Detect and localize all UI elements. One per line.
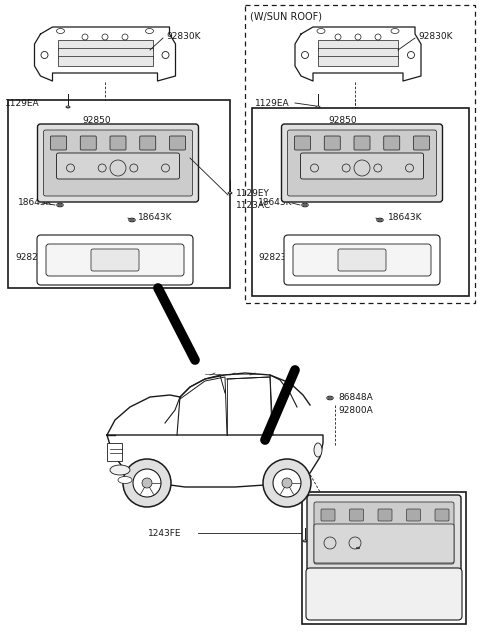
FancyBboxPatch shape: [321, 509, 335, 521]
Text: 92836: 92836: [362, 591, 391, 600]
FancyBboxPatch shape: [384, 136, 400, 150]
Circle shape: [263, 459, 311, 507]
Text: 1129EA: 1129EA: [5, 99, 40, 108]
Ellipse shape: [110, 465, 130, 475]
FancyBboxPatch shape: [91, 249, 139, 271]
Text: 92822E: 92822E: [398, 263, 432, 272]
FancyBboxPatch shape: [46, 244, 184, 276]
Ellipse shape: [59, 204, 61, 206]
FancyBboxPatch shape: [435, 509, 449, 521]
Ellipse shape: [66, 106, 70, 108]
Text: 1243FE: 1243FE: [148, 529, 181, 538]
Circle shape: [123, 459, 171, 507]
FancyBboxPatch shape: [378, 509, 392, 521]
Text: 92830K: 92830K: [166, 32, 201, 41]
FancyBboxPatch shape: [314, 524, 454, 563]
Circle shape: [282, 478, 292, 488]
FancyBboxPatch shape: [407, 509, 420, 521]
Text: 18643K: 18643K: [18, 198, 52, 207]
FancyBboxPatch shape: [314, 502, 454, 564]
FancyBboxPatch shape: [57, 153, 180, 179]
Text: 92800A: 92800A: [338, 406, 373, 415]
Text: 1129EA: 1129EA: [255, 99, 289, 108]
Text: (W/SUN ROOF): (W/SUN ROOF): [250, 11, 322, 21]
FancyBboxPatch shape: [338, 249, 386, 271]
Ellipse shape: [327, 396, 333, 400]
Text: 86848A: 86848A: [338, 392, 373, 401]
Ellipse shape: [303, 540, 307, 542]
Text: 18645E: 18645E: [366, 542, 400, 551]
Circle shape: [273, 469, 301, 497]
Ellipse shape: [131, 219, 133, 221]
Ellipse shape: [328, 397, 332, 399]
Bar: [252, 108, 469, 296]
FancyBboxPatch shape: [349, 509, 363, 521]
Ellipse shape: [316, 106, 320, 108]
Text: 18643K: 18643K: [138, 213, 172, 222]
Ellipse shape: [129, 218, 135, 222]
FancyBboxPatch shape: [300, 153, 423, 179]
FancyBboxPatch shape: [293, 244, 431, 276]
Text: 92823D: 92823D: [15, 252, 50, 261]
Bar: [8, 100, 230, 288]
Bar: [318, 48, 398, 58]
Ellipse shape: [303, 204, 307, 206]
FancyBboxPatch shape: [284, 235, 440, 285]
Bar: [58, 56, 153, 66]
Ellipse shape: [228, 192, 232, 194]
Bar: [58, 40, 153, 50]
Ellipse shape: [302, 204, 308, 207]
Text: 1129EY: 1129EY: [236, 189, 270, 198]
FancyBboxPatch shape: [307, 495, 461, 571]
FancyBboxPatch shape: [37, 124, 199, 202]
Circle shape: [133, 469, 161, 497]
Text: 92823D: 92823D: [258, 252, 293, 261]
Text: 92822E: 92822E: [150, 263, 184, 272]
Bar: [318, 56, 398, 66]
FancyBboxPatch shape: [169, 136, 185, 150]
Circle shape: [142, 478, 152, 488]
FancyBboxPatch shape: [80, 136, 96, 150]
Polygon shape: [35, 27, 176, 81]
FancyBboxPatch shape: [50, 136, 67, 150]
Ellipse shape: [377, 218, 383, 222]
Polygon shape: [180, 373, 310, 435]
Ellipse shape: [378, 219, 382, 221]
Bar: [302, 492, 466, 624]
Text: 18643K: 18643K: [258, 198, 292, 207]
Text: 1123AC: 1123AC: [236, 200, 271, 209]
FancyBboxPatch shape: [288, 130, 436, 196]
Bar: [245, 5, 475, 303]
Ellipse shape: [355, 546, 361, 550]
FancyBboxPatch shape: [37, 235, 193, 285]
FancyBboxPatch shape: [44, 130, 192, 196]
Text: 92850: 92850: [328, 115, 357, 124]
Polygon shape: [295, 27, 421, 81]
Bar: [107, 443, 122, 461]
Polygon shape: [107, 435, 323, 487]
FancyBboxPatch shape: [354, 136, 370, 150]
Ellipse shape: [314, 443, 322, 457]
Ellipse shape: [356, 547, 360, 549]
FancyBboxPatch shape: [281, 124, 443, 202]
Bar: [318, 40, 398, 50]
FancyBboxPatch shape: [295, 136, 311, 150]
FancyBboxPatch shape: [324, 136, 340, 150]
FancyBboxPatch shape: [413, 136, 430, 150]
Ellipse shape: [57, 204, 63, 207]
Ellipse shape: [118, 477, 132, 484]
Text: 92850: 92850: [82, 115, 110, 124]
Text: 18643K: 18643K: [388, 213, 422, 222]
Text: 92830K: 92830K: [418, 32, 453, 41]
FancyBboxPatch shape: [140, 136, 156, 150]
Bar: [58, 48, 153, 58]
FancyBboxPatch shape: [306, 568, 462, 620]
FancyBboxPatch shape: [110, 136, 126, 150]
